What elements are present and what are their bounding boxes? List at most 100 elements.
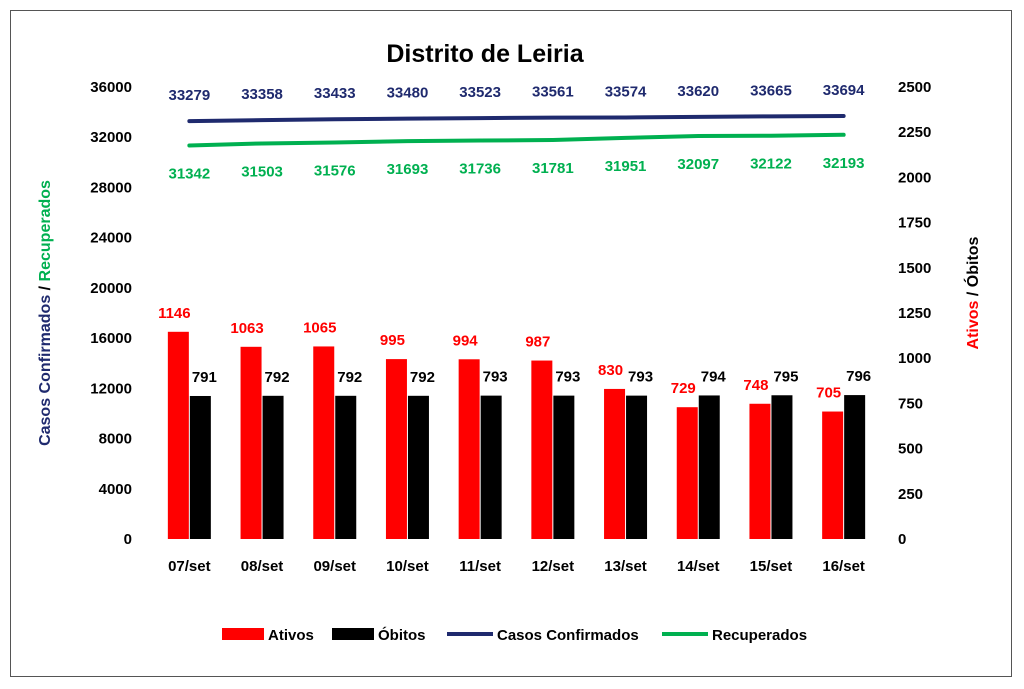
bar-obitos xyxy=(407,395,429,539)
data-label-ativos: 729 xyxy=(671,380,696,397)
bar-ativos xyxy=(676,407,698,539)
bar-ativos xyxy=(458,359,480,539)
right-tick-label: 1000 xyxy=(898,350,931,367)
bar-obitos xyxy=(189,395,211,539)
data-label-obitos: 796 xyxy=(846,368,871,385)
data-label-ativos: 995 xyxy=(380,332,405,349)
legend: Ativos Óbitos Casos Confirmados Recupera… xyxy=(222,626,807,644)
legend-label-recuperados: Recuperados xyxy=(712,627,807,644)
left-tick-label: 4000 xyxy=(99,481,132,498)
data-label-confirmados: 33665 xyxy=(750,82,792,99)
right-tick-label: 750 xyxy=(898,395,923,412)
right-tick-label: 500 xyxy=(898,441,923,458)
bar-ativos xyxy=(167,331,189,539)
data-label-recuperados: 32193 xyxy=(823,155,865,172)
left-axis-title-sep: / xyxy=(37,281,54,294)
legend-label-confirmados: Casos Confirmados xyxy=(497,627,639,644)
data-label-confirmados: 33620 xyxy=(677,83,719,100)
data-label-ativos: 1146 xyxy=(158,305,191,322)
right-tick-label: 1750 xyxy=(898,215,931,232)
data-label-obitos: 792 xyxy=(410,369,435,386)
data-label-confirmados: 33433 xyxy=(314,85,356,102)
data-label-obitos: 793 xyxy=(628,369,653,386)
chart-title: Distrito de Leiria xyxy=(386,40,584,68)
right-tick-label: 1250 xyxy=(898,305,931,322)
data-label-obitos: 793 xyxy=(555,369,580,386)
bar-obitos xyxy=(480,395,502,539)
data-label-confirmados: 33574 xyxy=(605,83,647,100)
data-label-recuperados: 31781 xyxy=(532,160,574,177)
left-tick-label: 8000 xyxy=(99,431,132,448)
right-tick-label: 2500 xyxy=(898,79,931,96)
data-label-ativos: 994 xyxy=(453,332,479,349)
left-tick-label: 32000 xyxy=(90,129,132,146)
bar-obitos xyxy=(626,395,648,539)
bar-ativos xyxy=(749,403,771,539)
data-label-recuperados: 31342 xyxy=(168,165,210,182)
bar-ativos xyxy=(240,346,262,539)
data-label-recuperados: 31736 xyxy=(459,161,501,178)
data-label-obitos: 792 xyxy=(265,369,290,386)
right-tick-label: 2000 xyxy=(898,169,931,186)
data-label-obitos: 792 xyxy=(337,369,362,386)
data-label-obitos: 795 xyxy=(773,368,798,385)
x-tick-label: 08/set xyxy=(241,558,284,575)
x-tick-label: 15/set xyxy=(750,558,793,575)
data-label-recuperados: 31693 xyxy=(387,161,429,178)
bar-ativos xyxy=(385,359,407,539)
data-label-recuperados: 32097 xyxy=(677,156,719,173)
left-tick-label: 24000 xyxy=(90,230,132,247)
bar-ativos xyxy=(313,346,335,539)
x-tick-label: 07/set xyxy=(168,558,211,575)
right-tick-label: 250 xyxy=(898,486,923,503)
left-tick-label: 20000 xyxy=(90,280,132,297)
legend-swatch-ativos xyxy=(222,628,264,640)
bar-obitos xyxy=(698,395,720,539)
right-axis-title-active: Ativos xyxy=(965,300,982,349)
data-label-confirmados: 33480 xyxy=(387,85,429,102)
legend-label-obitos: Óbitos xyxy=(378,626,426,644)
data-label-confirmados: 33279 xyxy=(168,87,210,104)
data-label-obitos: 794 xyxy=(701,368,727,385)
data-label-ativos: 1063 xyxy=(230,320,263,337)
data-label-ativos: 748 xyxy=(743,377,768,394)
data-label-confirmados: 33523 xyxy=(459,84,501,101)
legend-swatch-obitos xyxy=(332,628,374,640)
bar-obitos xyxy=(553,395,575,539)
left-tick-label: 12000 xyxy=(90,380,132,397)
left-axis-ticks: 0 4000 8000 12000 16000 20000 24000 28000 32000 3… xyxy=(90,79,132,548)
line-recuperados xyxy=(187,132,846,148)
legend-label-ativos: Ativos xyxy=(268,627,314,644)
left-axis-title-confirmed: Casos Confirmados xyxy=(37,295,54,446)
bar-obitos xyxy=(335,395,357,539)
right-tick-label: 0 xyxy=(898,531,906,548)
left-axis-title: Casos Confirmados / Recuperados xyxy=(37,180,54,446)
data-label-obitos: 793 xyxy=(483,369,508,386)
x-tick-label: 09/set xyxy=(313,558,356,575)
bar-ativos xyxy=(822,411,844,539)
x-tick-label: 16/set xyxy=(822,558,865,575)
line-casos-confirmados xyxy=(187,113,846,124)
left-tick-label: 36000 xyxy=(90,79,132,96)
data-label-recuperados: 31951 xyxy=(605,158,647,175)
data-label-recuperados: 31503 xyxy=(241,163,283,180)
data-label-ativos: 987 xyxy=(525,334,550,351)
bars xyxy=(167,331,866,539)
right-tick-label: 1500 xyxy=(898,260,931,277)
bar-obitos xyxy=(844,395,866,539)
right-axis-ticks: 0 250 500 750 1000 1250 1500 1750 2000 2250 2500 xyxy=(898,79,931,548)
data-label-confirmados: 33561 xyxy=(532,84,574,101)
data-label-confirmados: 33358 xyxy=(241,86,283,103)
x-axis-ticks: 07/set 08/set 09/set 10/set 11/set 12/set 13/s… xyxy=(168,558,865,575)
x-tick-label: 14/set xyxy=(677,558,720,575)
bar-ativos xyxy=(604,388,626,539)
data-label-ativos: 1065 xyxy=(303,319,336,336)
left-tick-label: 0 xyxy=(124,531,132,548)
x-tick-label: 11/set xyxy=(459,558,501,575)
data-label-recuperados: 31576 xyxy=(314,163,356,180)
bar-ativos xyxy=(531,360,553,539)
x-tick-label: 12/set xyxy=(532,558,575,575)
right-tick-label: 2250 xyxy=(898,124,931,141)
x-tick-label: 13/set xyxy=(604,558,647,575)
